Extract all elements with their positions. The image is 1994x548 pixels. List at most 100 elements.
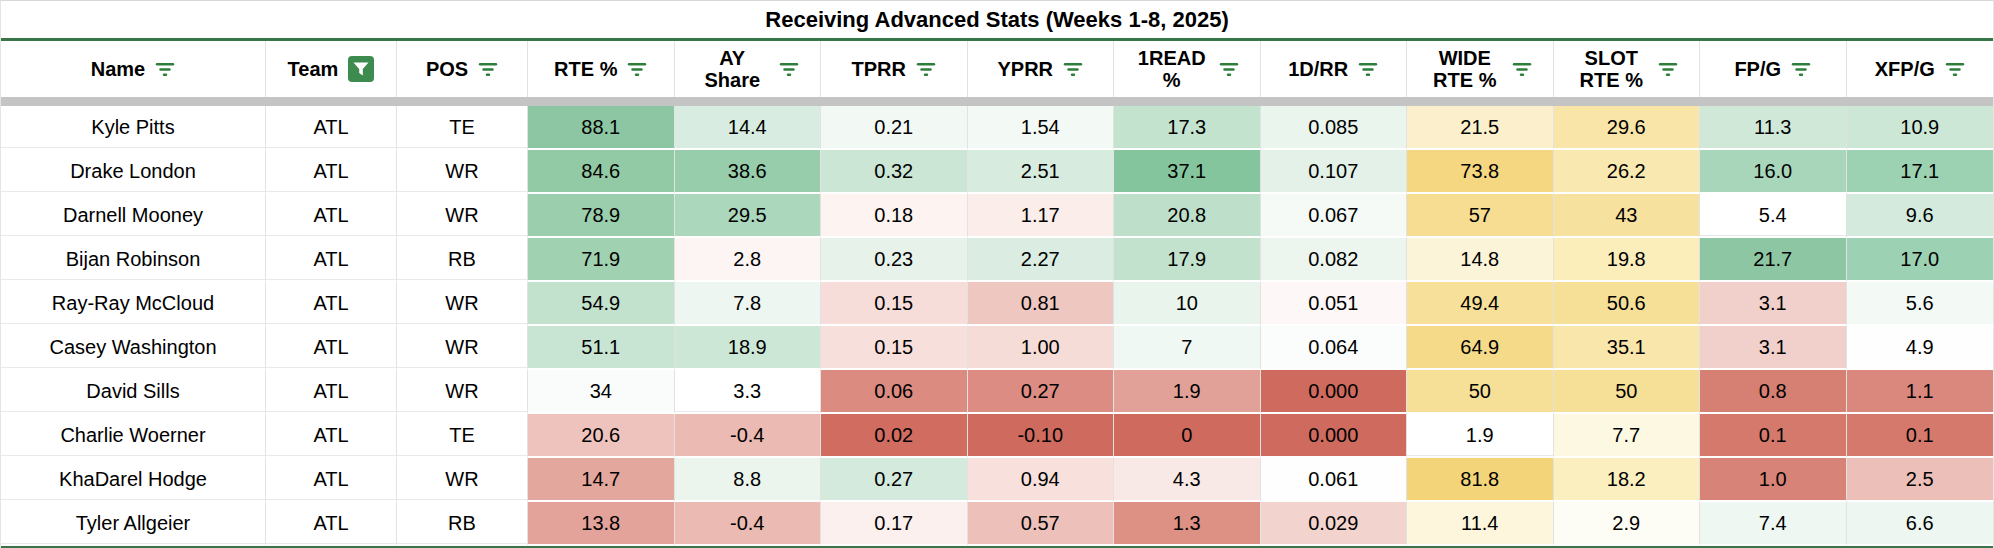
team-cell[interactable]: ATL (266, 502, 397, 546)
stat-cell[interactable]: 54.9 (528, 282, 675, 326)
filter-icon[interactable] (1219, 62, 1239, 77)
stat-cell[interactable]: 0.27 (821, 458, 968, 502)
stat-cell[interactable]: 14.4 (675, 106, 822, 150)
team-cell[interactable]: ATL (266, 150, 397, 194)
stat-cell[interactable]: 3.1 (1700, 282, 1847, 326)
stat-cell[interactable]: 2.8 (675, 238, 822, 282)
stat-cell[interactable]: 35.1 (1554, 326, 1701, 370)
stat-cell[interactable]: 10 (1114, 282, 1261, 326)
position-cell[interactable]: WR (397, 458, 528, 502)
stat-cell[interactable]: 0.1 (1847, 414, 1994, 458)
stat-cell[interactable]: 7.4 (1700, 502, 1847, 546)
team-cell[interactable]: ATL (266, 458, 397, 502)
stat-cell[interactable]: 0.064 (1261, 326, 1408, 370)
stat-cell[interactable]: 0.27 (968, 370, 1115, 414)
team-cell[interactable]: ATL (266, 238, 397, 282)
player-name-cell[interactable]: Kyle Pitts (1, 106, 266, 150)
stat-cell[interactable]: 88.1 (528, 106, 675, 150)
team-cell[interactable]: ATL (266, 326, 397, 370)
stat-cell[interactable]: 5.4 (1700, 194, 1847, 238)
stat-cell[interactable]: 1.17 (968, 194, 1115, 238)
stat-cell[interactable]: 2.5 (1847, 458, 1994, 502)
position-cell[interactable]: TE (397, 106, 528, 150)
stat-cell[interactable]: 0.082 (1261, 238, 1408, 282)
stat-cell[interactable]: 4.3 (1114, 458, 1261, 502)
stat-cell[interactable]: 84.6 (528, 150, 675, 194)
stat-cell[interactable]: 17.0 (1847, 238, 1994, 282)
player-name-cell[interactable]: David Sills (1, 370, 266, 414)
filter-icon[interactable] (1791, 62, 1811, 77)
stat-cell[interactable]: 57 (1407, 194, 1554, 238)
stat-cell[interactable]: 7.8 (675, 282, 822, 326)
position-cell[interactable]: WR (397, 194, 528, 238)
stat-cell[interactable]: 19.8 (1554, 238, 1701, 282)
stat-cell[interactable]: 5.6 (1847, 282, 1994, 326)
stat-cell[interactable]: 2.51 (968, 150, 1115, 194)
position-cell[interactable]: RB (397, 238, 528, 282)
stat-cell[interactable]: 0.17 (821, 502, 968, 546)
filter-active-icon[interactable] (348, 56, 374, 82)
stat-cell[interactable]: 9.6 (1847, 194, 1994, 238)
stat-cell[interactable]: 26.2 (1554, 150, 1701, 194)
stat-cell[interactable]: 0 (1114, 414, 1261, 458)
stat-cell[interactable]: 51.1 (528, 326, 675, 370)
player-name-cell[interactable]: Bijan Robinson (1, 238, 266, 282)
stat-cell[interactable]: 1.00 (968, 326, 1115, 370)
stat-cell[interactable]: 78.9 (528, 194, 675, 238)
stat-cell[interactable]: 6.6 (1847, 502, 1994, 546)
filter-icon[interactable] (1945, 62, 1965, 77)
stat-cell[interactable]: 37.1 (1114, 150, 1261, 194)
stat-cell[interactable]: 1.9 (1407, 414, 1554, 458)
player-name-cell[interactable]: Casey Washington (1, 326, 266, 370)
stat-cell[interactable]: 4.9 (1847, 326, 1994, 370)
stat-cell[interactable]: 20.8 (1114, 194, 1261, 238)
stat-cell[interactable]: 0.32 (821, 150, 968, 194)
stat-cell[interactable]: 18.9 (675, 326, 822, 370)
stat-cell[interactable]: 7.7 (1554, 414, 1701, 458)
stat-cell[interactable]: 2.27 (968, 238, 1115, 282)
stat-cell[interactable]: 21.7 (1700, 238, 1847, 282)
stat-cell[interactable]: 0.051 (1261, 282, 1408, 326)
stat-cell[interactable]: 0.57 (968, 502, 1115, 546)
stat-cell[interactable]: 73.8 (1407, 150, 1554, 194)
position-cell[interactable]: WR (397, 150, 528, 194)
stat-cell[interactable]: 7 (1114, 326, 1261, 370)
stat-cell[interactable]: 1.3 (1114, 502, 1261, 546)
position-cell[interactable]: TE (397, 414, 528, 458)
stat-cell[interactable]: 71.9 (528, 238, 675, 282)
stat-cell[interactable]: 0.21 (821, 106, 968, 150)
team-cell[interactable]: ATL (266, 370, 397, 414)
filter-icon[interactable] (779, 62, 799, 77)
stat-cell[interactable]: 3.1 (1700, 326, 1847, 370)
stat-cell[interactable]: 0.15 (821, 282, 968, 326)
stat-cell[interactable]: 0.067 (1261, 194, 1408, 238)
player-name-cell[interactable]: Ray-Ray McCloud (1, 282, 266, 326)
filter-icon[interactable] (916, 62, 936, 77)
stat-cell[interactable]: 50 (1554, 370, 1701, 414)
stat-cell[interactable]: 1.9 (1114, 370, 1261, 414)
stat-cell[interactable]: 16.0 (1700, 150, 1847, 194)
stat-cell[interactable]: 0.81 (968, 282, 1115, 326)
stat-cell[interactable]: 50 (1407, 370, 1554, 414)
position-cell[interactable]: WR (397, 282, 528, 326)
stat-cell[interactable]: 3.3 (675, 370, 822, 414)
stat-cell[interactable]: 0.94 (968, 458, 1115, 502)
stat-cell[interactable]: 21.5 (1407, 106, 1554, 150)
stat-cell[interactable]: 0.23 (821, 238, 968, 282)
stat-cell[interactable]: 14.8 (1407, 238, 1554, 282)
stat-cell[interactable]: 13.8 (528, 502, 675, 546)
team-cell[interactable]: ATL (266, 414, 397, 458)
filter-icon[interactable] (1658, 62, 1678, 77)
filter-icon[interactable] (478, 62, 498, 77)
stat-cell[interactable]: 0.029 (1261, 502, 1408, 546)
player-name-cell[interactable]: Tyler Allgeier (1, 502, 266, 546)
stat-cell[interactable]: 11.4 (1407, 502, 1554, 546)
filter-icon[interactable] (1063, 62, 1083, 77)
stat-cell[interactable]: 14.7 (528, 458, 675, 502)
stat-cell[interactable]: 8.8 (675, 458, 822, 502)
stat-cell[interactable]: 17.3 (1114, 106, 1261, 150)
stat-cell[interactable]: -0.10 (968, 414, 1115, 458)
position-cell[interactable]: RB (397, 502, 528, 546)
stat-cell[interactable]: 0.000 (1261, 370, 1408, 414)
stat-cell[interactable]: 0.085 (1261, 106, 1408, 150)
